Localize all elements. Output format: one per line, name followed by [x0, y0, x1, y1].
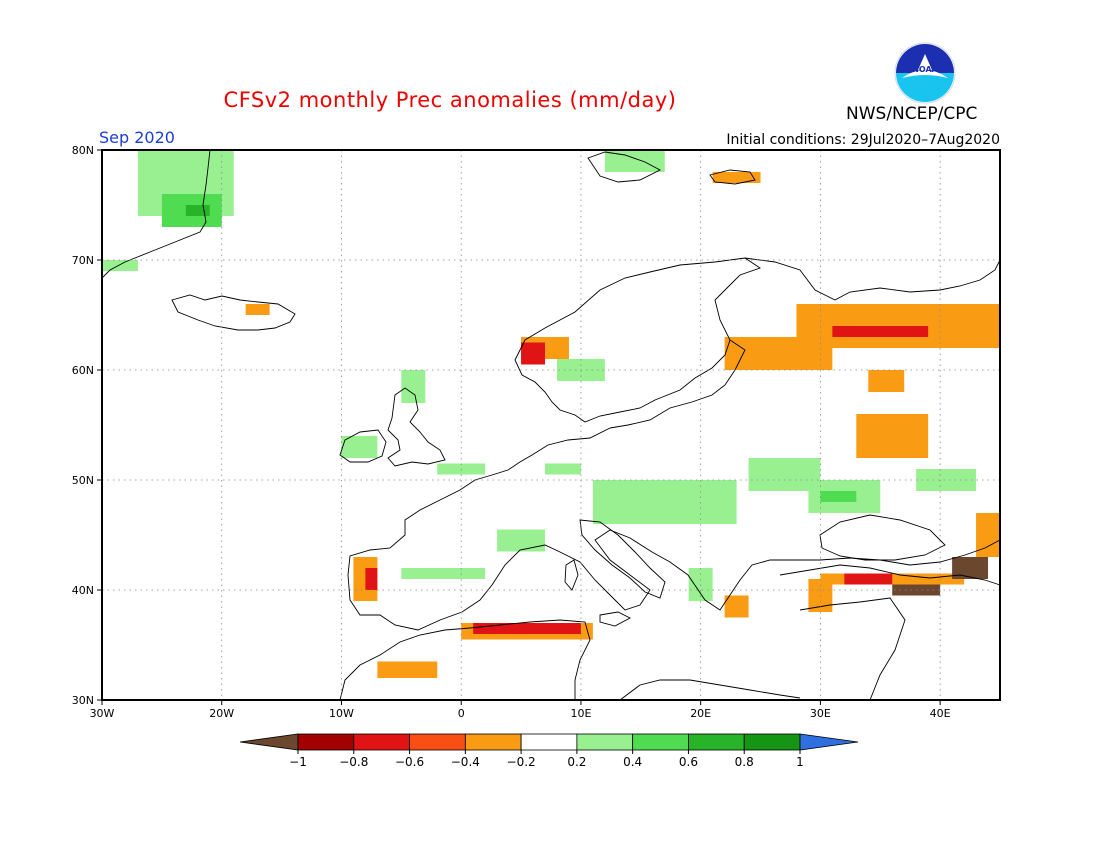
initial-conditions: Initial conditions: 29Jul2020–7Aug2020	[726, 132, 1000, 148]
colorbar-label: 0.4	[623, 755, 642, 769]
north-africa-coast	[339, 619, 591, 701]
colorbar-bin	[297, 733, 355, 751]
colorbar-label: 1	[796, 755, 804, 769]
colorbar-bin	[743, 733, 801, 751]
axis-ticks: 30W 20W 10W 0 10E 20E 30E 40E 30N 40N 50N 60N 70N 80N	[72, 144, 951, 720]
greenland-coast	[101, 149, 211, 279]
colorbar-bin	[353, 733, 410, 751]
anomaly-cell-orange	[868, 370, 905, 392]
anomaly-cell-orange	[724, 595, 749, 618]
lon-tick-label: 40E	[930, 707, 951, 720]
anomaly-cell-orange	[856, 414, 929, 458]
anomaly-cell-orange	[245, 304, 270, 315]
great-britain-coast	[387, 387, 446, 467]
anomaly-cell-light_green	[341, 436, 378, 458]
colorbar-bin	[576, 733, 634, 751]
anomaly-cell-light_green	[916, 469, 977, 491]
italy-coast	[579, 519, 666, 599]
colorbar-label: −0.2	[507, 755, 536, 769]
lon-tick-label: 0	[458, 707, 465, 720]
anomaly-cell-orange	[976, 513, 1000, 557]
anomaly-cell-dark_green	[185, 205, 210, 216]
finland-coast	[744, 257, 1001, 301]
anomaly-regions	[102, 150, 1000, 678]
iceland-coast	[171, 294, 296, 331]
colorbar-bin	[520, 733, 578, 751]
libya-egypt-coast	[619, 679, 801, 701]
forecast-period: Sep 2020	[99, 128, 175, 147]
lat-tick-label: 40N	[72, 584, 94, 597]
anomaly-cell-light_green	[604, 150, 665, 172]
lon-tick-label: 10W	[329, 707, 354, 720]
anomaly-cell-red	[832, 326, 929, 337]
anomaly-cell-orange	[712, 172, 761, 183]
lon-tick-label: 20E	[690, 707, 711, 720]
colorbar-bin	[409, 733, 466, 751]
map-frame	[101, 149, 1001, 701]
lat-tick-label: 50N	[72, 474, 94, 487]
colorbar-label: −0.4	[451, 755, 480, 769]
colorbar-label: 0.8	[735, 755, 754, 769]
sicily-coast	[599, 611, 631, 627]
colorbar: −1 −0.8 −0.6 −0.4 −0.2 0.2 0.4 0.6 0.8 1	[239, 733, 859, 769]
anomaly-cell-red	[521, 342, 546, 365]
colorbar-below-arrow	[239, 733, 299, 751]
colorbar-bin	[688, 733, 745, 751]
anomaly-cell-light_green	[497, 529, 546, 552]
ireland-coast	[339, 429, 387, 463]
lon-tick-label: 30E	[810, 707, 831, 720]
novaya-zemlya-coast	[709, 169, 756, 185]
lon-tick-label: 10E	[570, 707, 591, 720]
colorbar-above-arrow	[799, 733, 859, 751]
scandinavia-coast	[514, 257, 762, 423]
colorbar-label: 0.2	[567, 755, 586, 769]
anomaly-cell-red	[365, 568, 378, 590]
graticule	[102, 150, 1000, 700]
colorbar-bin	[464, 733, 522, 751]
colorbar-label: −1	[289, 755, 307, 769]
lon-tick-label: 30W	[90, 707, 115, 720]
anomaly-cell-light_green	[592, 480, 737, 524]
svg-text:NOAA: NOAA	[912, 65, 938, 74]
lat-tick-label: 60N	[72, 364, 94, 377]
anomaly-cell-red	[844, 573, 893, 585]
lat-tick-label: 70N	[72, 254, 94, 267]
anomaly-cell-light_green	[401, 568, 486, 579]
anomaly-cell-light_green	[102, 260, 138, 271]
colorbar-label: 0.6	[679, 755, 698, 769]
colorbar-label: −0.8	[339, 755, 368, 769]
anomaly-cell-brown	[952, 557, 989, 579]
colorbar-bin	[632, 733, 689, 751]
anomaly-cell-light_green	[545, 463, 581, 475]
anomaly-cell-light_green	[401, 370, 426, 403]
lat-tick-label: 80N	[72, 144, 94, 157]
colorbar-label: −0.6	[395, 755, 424, 769]
anomaly-cell-orange	[377, 661, 438, 678]
noaa-logo: NOAA	[894, 42, 956, 104]
map-title: CFSv2 monthly Prec anomalies (mm/day)	[223, 88, 677, 112]
levant-coast	[799, 597, 906, 701]
lat-tick-label: 30N	[72, 694, 94, 707]
lon-tick-label: 20W	[209, 707, 234, 720]
svalbard-coast	[587, 151, 661, 183]
black-sea-coast	[819, 514, 946, 561]
baltic-coast	[609, 339, 746, 429]
anomaly-cell-red	[473, 623, 581, 634]
continent-coast	[347, 427, 1001, 631]
organization-label: NWS/NCEP/CPC	[846, 104, 978, 124]
sardinia-coast	[564, 559, 579, 591]
anomaly-cell-green	[820, 491, 857, 502]
